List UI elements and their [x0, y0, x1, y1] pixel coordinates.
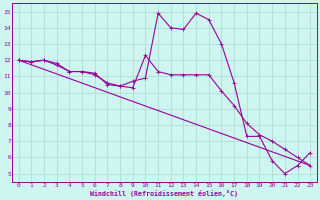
- X-axis label: Windchill (Refroidissement éolien,°C): Windchill (Refroidissement éolien,°C): [91, 190, 238, 197]
